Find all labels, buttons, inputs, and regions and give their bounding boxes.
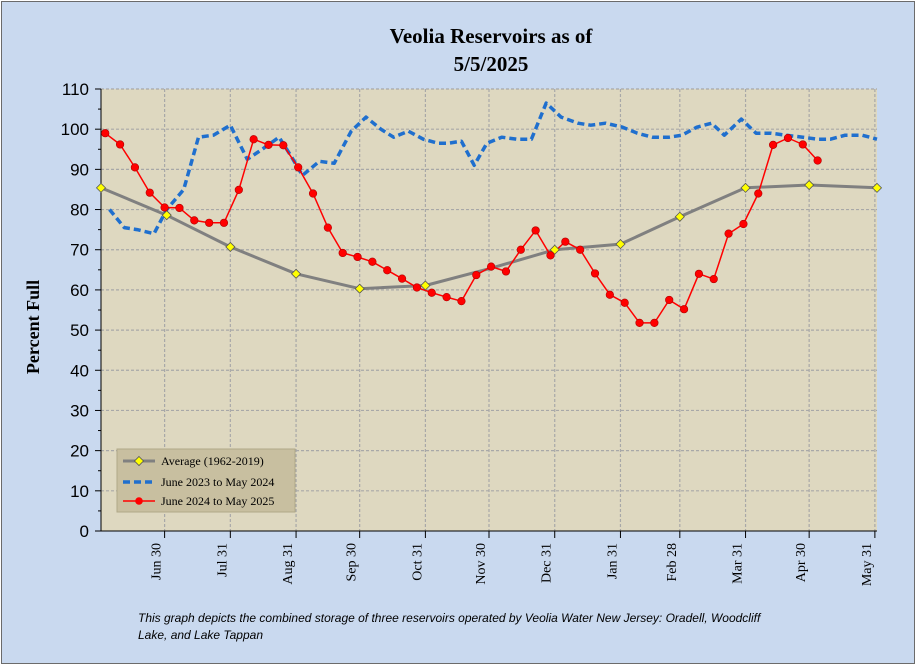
series-2024-point [650,318,659,327]
y-tick-label: 100 [61,120,89,139]
x-tick-label: Sep 30 [345,543,360,582]
series-2024-point [561,237,570,246]
series-2023-line [108,101,878,236]
series-2024-point [590,269,600,278]
series-2024-point [442,293,451,302]
series-2024-point [516,245,525,254]
series-2024-point [397,274,407,283]
chart-title-line2: 5/5/2025 [454,52,529,76]
average-marker [290,268,302,279]
series-2024-point [694,269,704,278]
series-2024-point [205,218,214,227]
y-tick-label: 90 [70,160,89,179]
y-tick-label: 60 [70,281,89,300]
series-2024-point [427,288,436,297]
chart-title-line1: Veolia Reservoirs as of [390,24,594,48]
series-2024-point [531,226,540,235]
y-axis-label: Percent Full [23,280,43,374]
series-2024-point [754,189,763,198]
series-2024-point [264,140,273,149]
average-marker [871,182,883,193]
x-tick-label: Apr 30 [794,543,809,582]
series-2024-point [368,257,377,266]
x-tick-label: Feb 28 [665,543,680,582]
series-2024-point [798,140,807,149]
series-2024-point [249,135,258,144]
legend-label: June 2024 to May 2025 [161,494,274,508]
y-tick-label: 30 [70,401,89,420]
average-marker [804,179,815,191]
y-tick-label: 110 [62,80,89,99]
average-marker [161,210,172,221]
series-2024-point [709,274,718,284]
average-marker [740,182,751,193]
x-tick-label: May 31 [860,543,875,586]
legend-marker-2024 [135,497,143,505]
series-2024-point [353,252,362,262]
footnote-line2: Lake, and Lake Tappan [138,628,263,642]
average-marker [225,241,236,252]
x-tick-label: Dec 31 [540,543,555,583]
series-2024-point [487,262,496,271]
legend-label: Average (1962-2019) [161,454,264,468]
series-2024-point [160,203,169,212]
y-tick-label: 0 [80,522,89,541]
series-2024-point [665,295,674,305]
series-2024-point [783,133,793,143]
y-tick-label: 70 [70,241,89,260]
average-marker [674,211,685,222]
series-2024-point [457,297,466,306]
series-2024-point [175,203,184,213]
series-2024-point [813,156,822,165]
series-2024-point [145,188,154,197]
x-tick-label: Jan 31 [605,543,620,579]
footnote-line1: This graph depicts the combined storage … [138,611,762,625]
series-2024-point [383,266,392,275]
average-marker [615,239,626,250]
series-2024-point [323,223,332,232]
series-2024-point [635,318,644,327]
series-2024-point [605,290,614,299]
legend-marker-average [133,455,145,467]
series-2024-point [294,163,303,172]
series-2024-point [546,251,555,260]
series-2024-point [739,219,748,229]
x-tick-label: Nov 30 [474,543,489,585]
series-2024-point [234,185,243,194]
series-2024-point [501,267,511,276]
series-2024-point [338,248,347,258]
series-2024-point [576,245,585,254]
average-marker [95,182,107,193]
y-tick-label: 40 [70,361,89,380]
series-2024-point [219,218,229,227]
series-2024-point [679,305,689,314]
y-tick-label: 80 [70,201,89,220]
y-tick-label: 20 [70,442,89,461]
y-tick-label: 10 [70,482,89,501]
series-2024-point [279,141,288,150]
series-2024-point [620,298,629,307]
average-marker [354,283,365,294]
series-2024-point [472,270,481,280]
series-2024-point [769,140,778,149]
series-2024-point [412,283,422,292]
x-tick-label: Mar 31 [731,543,746,584]
series-2024-point [101,129,110,138]
series-2024-point [190,216,199,225]
y-tick-label: 50 [70,321,89,340]
series-2024-point [724,229,733,238]
x-tick-label: Oct 31 [410,543,425,581]
average-marker [420,280,431,291]
x-tick-label: Jun 30 [150,543,165,580]
series-2024-point [308,189,318,198]
legend-label: June 2023 to May 2024 [161,475,274,489]
legend: Average (1962-2019) June 2023 to May 2024… [116,448,296,513]
x-tick-label: Jul 31 [215,543,230,577]
series-2024-point [115,140,125,149]
x-tick-label: Aug 31 [281,543,296,585]
series-2024-point [130,163,140,172]
